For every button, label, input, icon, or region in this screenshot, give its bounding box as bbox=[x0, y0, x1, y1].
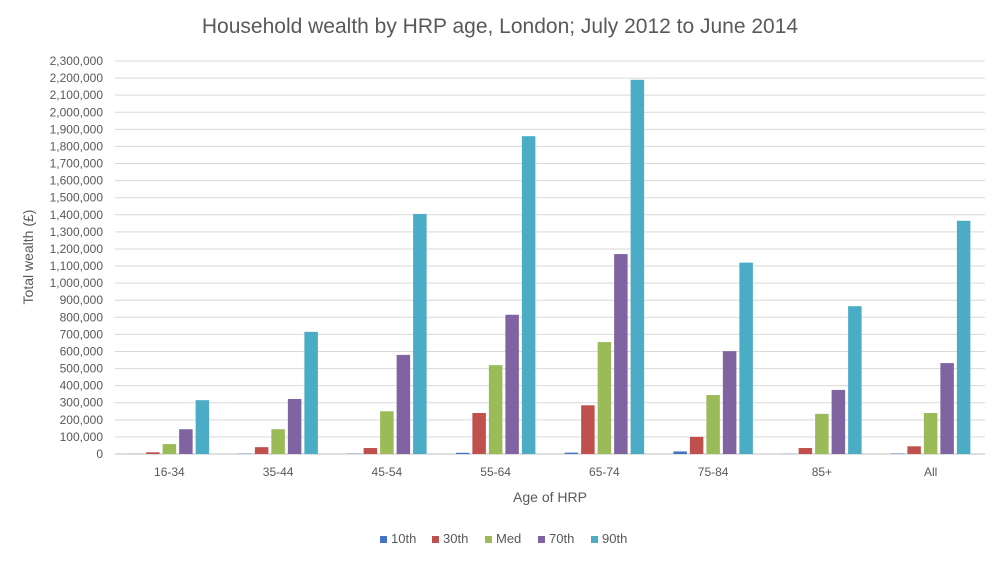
x-tick-label: 35-44 bbox=[263, 465, 294, 479]
y-tick-label: 1,000,000 bbox=[50, 276, 104, 290]
bars bbox=[130, 80, 971, 454]
legend-label-med: Med bbox=[496, 531, 521, 546]
bar-70th-55-64 bbox=[505, 315, 519, 454]
x-tick-label: All bbox=[924, 465, 937, 479]
y-tick-label: 700,000 bbox=[60, 327, 104, 341]
bar-90th-65-74 bbox=[631, 80, 645, 454]
legend-label-10th: 10th bbox=[391, 531, 416, 546]
y-tick-label: 800,000 bbox=[60, 310, 104, 324]
y-tick-label: 1,500,000 bbox=[50, 191, 104, 205]
x-axis-ticks: 16-34 35-44 45-54 55-64 65-74 75-84 85+ All bbox=[154, 465, 937, 479]
legend-swatch-10th bbox=[380, 536, 387, 543]
bar-90th-all bbox=[957, 221, 971, 454]
legend-label-70th: 70th bbox=[549, 531, 574, 546]
y-tick-label: 1,700,000 bbox=[50, 157, 104, 171]
y-tick-label: 1,600,000 bbox=[50, 174, 104, 188]
y-tick-label: 2,100,000 bbox=[50, 88, 104, 102]
bar-med-all bbox=[924, 413, 938, 454]
x-axis-title: Age of HRP bbox=[513, 489, 587, 505]
bar-30th-65-74 bbox=[581, 405, 595, 454]
bar-70th-75-84 bbox=[723, 351, 737, 454]
bar-90th-55-64 bbox=[522, 136, 536, 454]
bar-med-55-64 bbox=[489, 365, 503, 454]
y-tick-label: 1,900,000 bbox=[50, 122, 104, 136]
y-tick-label: 1,100,000 bbox=[50, 259, 104, 273]
y-axis-title: Total wealth (£) bbox=[20, 210, 36, 305]
y-tick-label: 300,000 bbox=[60, 396, 104, 410]
bar-90th-16-34 bbox=[196, 400, 210, 454]
y-tick-label: 2,000,000 bbox=[50, 105, 104, 119]
legend-label-90th: 90th bbox=[602, 531, 627, 546]
bar-med-35-44 bbox=[271, 429, 285, 454]
y-tick-label: 500,000 bbox=[60, 362, 104, 376]
bar-70th-85+ bbox=[832, 390, 846, 454]
bar-30th-55-64 bbox=[472, 413, 486, 454]
bar-10th-65-74 bbox=[565, 453, 579, 454]
bar-70th-65-74 bbox=[614, 254, 628, 454]
bar-90th-85+ bbox=[848, 306, 862, 454]
legend-swatch-70th bbox=[538, 536, 545, 543]
y-tick-label: 200,000 bbox=[60, 413, 104, 427]
legend-swatch-90th bbox=[591, 536, 598, 543]
bar-70th-45-54 bbox=[397, 355, 411, 454]
y-tick-label: 900,000 bbox=[60, 293, 104, 307]
legend-label-30th: 30th bbox=[443, 531, 468, 546]
bar-10th-all bbox=[891, 453, 905, 454]
bar-30th-85+ bbox=[799, 448, 813, 454]
bar-10th-75-84 bbox=[673, 451, 687, 454]
bar-30th-16-34 bbox=[146, 452, 160, 454]
x-tick-label: 85+ bbox=[812, 465, 832, 479]
bar-30th-45-54 bbox=[364, 448, 378, 454]
bar-70th-all bbox=[940, 363, 954, 454]
y-tick-label: 100,000 bbox=[60, 430, 104, 444]
x-tick-label: 65-74 bbox=[589, 465, 620, 479]
y-tick-label: 1,800,000 bbox=[50, 139, 104, 153]
x-tick-label: 16-34 bbox=[154, 465, 185, 479]
bar-30th-all bbox=[907, 446, 921, 454]
bar-70th-35-44 bbox=[288, 399, 302, 454]
bar-30th-35-44 bbox=[255, 447, 269, 454]
legend: 10th 30th Med 70th 90th bbox=[380, 531, 627, 546]
bar-med-75-84 bbox=[706, 395, 720, 454]
x-tick-label: 45-54 bbox=[372, 465, 403, 479]
bar-30th-75-84 bbox=[690, 437, 704, 454]
y-tick-label: 2,300,000 bbox=[50, 54, 104, 68]
bar-med-85+ bbox=[815, 414, 829, 454]
bar-med-45-54 bbox=[380, 411, 394, 454]
chart-title: Household wealth by HRP age, London; Jul… bbox=[202, 15, 799, 38]
bar-med-65-74 bbox=[598, 342, 612, 454]
y-tick-label: 400,000 bbox=[60, 379, 104, 393]
legend-swatch-med bbox=[485, 536, 492, 543]
bar-70th-16-34 bbox=[179, 429, 193, 454]
bar-90th-75-84 bbox=[739, 263, 753, 454]
bar-med-16-34 bbox=[163, 444, 177, 454]
y-axis-ticks: 0 100,000 200,000 300,000 400,000 500,000 600,… bbox=[50, 54, 104, 461]
y-tick-label: 2,200,000 bbox=[50, 71, 104, 85]
bar-10th-55-64 bbox=[456, 453, 470, 454]
x-tick-label: 75-84 bbox=[698, 465, 729, 479]
bar-90th-35-44 bbox=[304, 332, 318, 454]
y-tick-label: 600,000 bbox=[60, 344, 104, 358]
y-tick-label: 1,400,000 bbox=[50, 208, 104, 222]
bar-90th-45-54 bbox=[413, 214, 427, 454]
x-tick-label: 55-64 bbox=[480, 465, 511, 479]
y-tick-label: 1,300,000 bbox=[50, 225, 104, 239]
legend-swatch-30th bbox=[432, 536, 439, 543]
y-tick-label: 1,200,000 bbox=[50, 242, 104, 256]
y-tick-label: 0 bbox=[96, 447, 103, 461]
